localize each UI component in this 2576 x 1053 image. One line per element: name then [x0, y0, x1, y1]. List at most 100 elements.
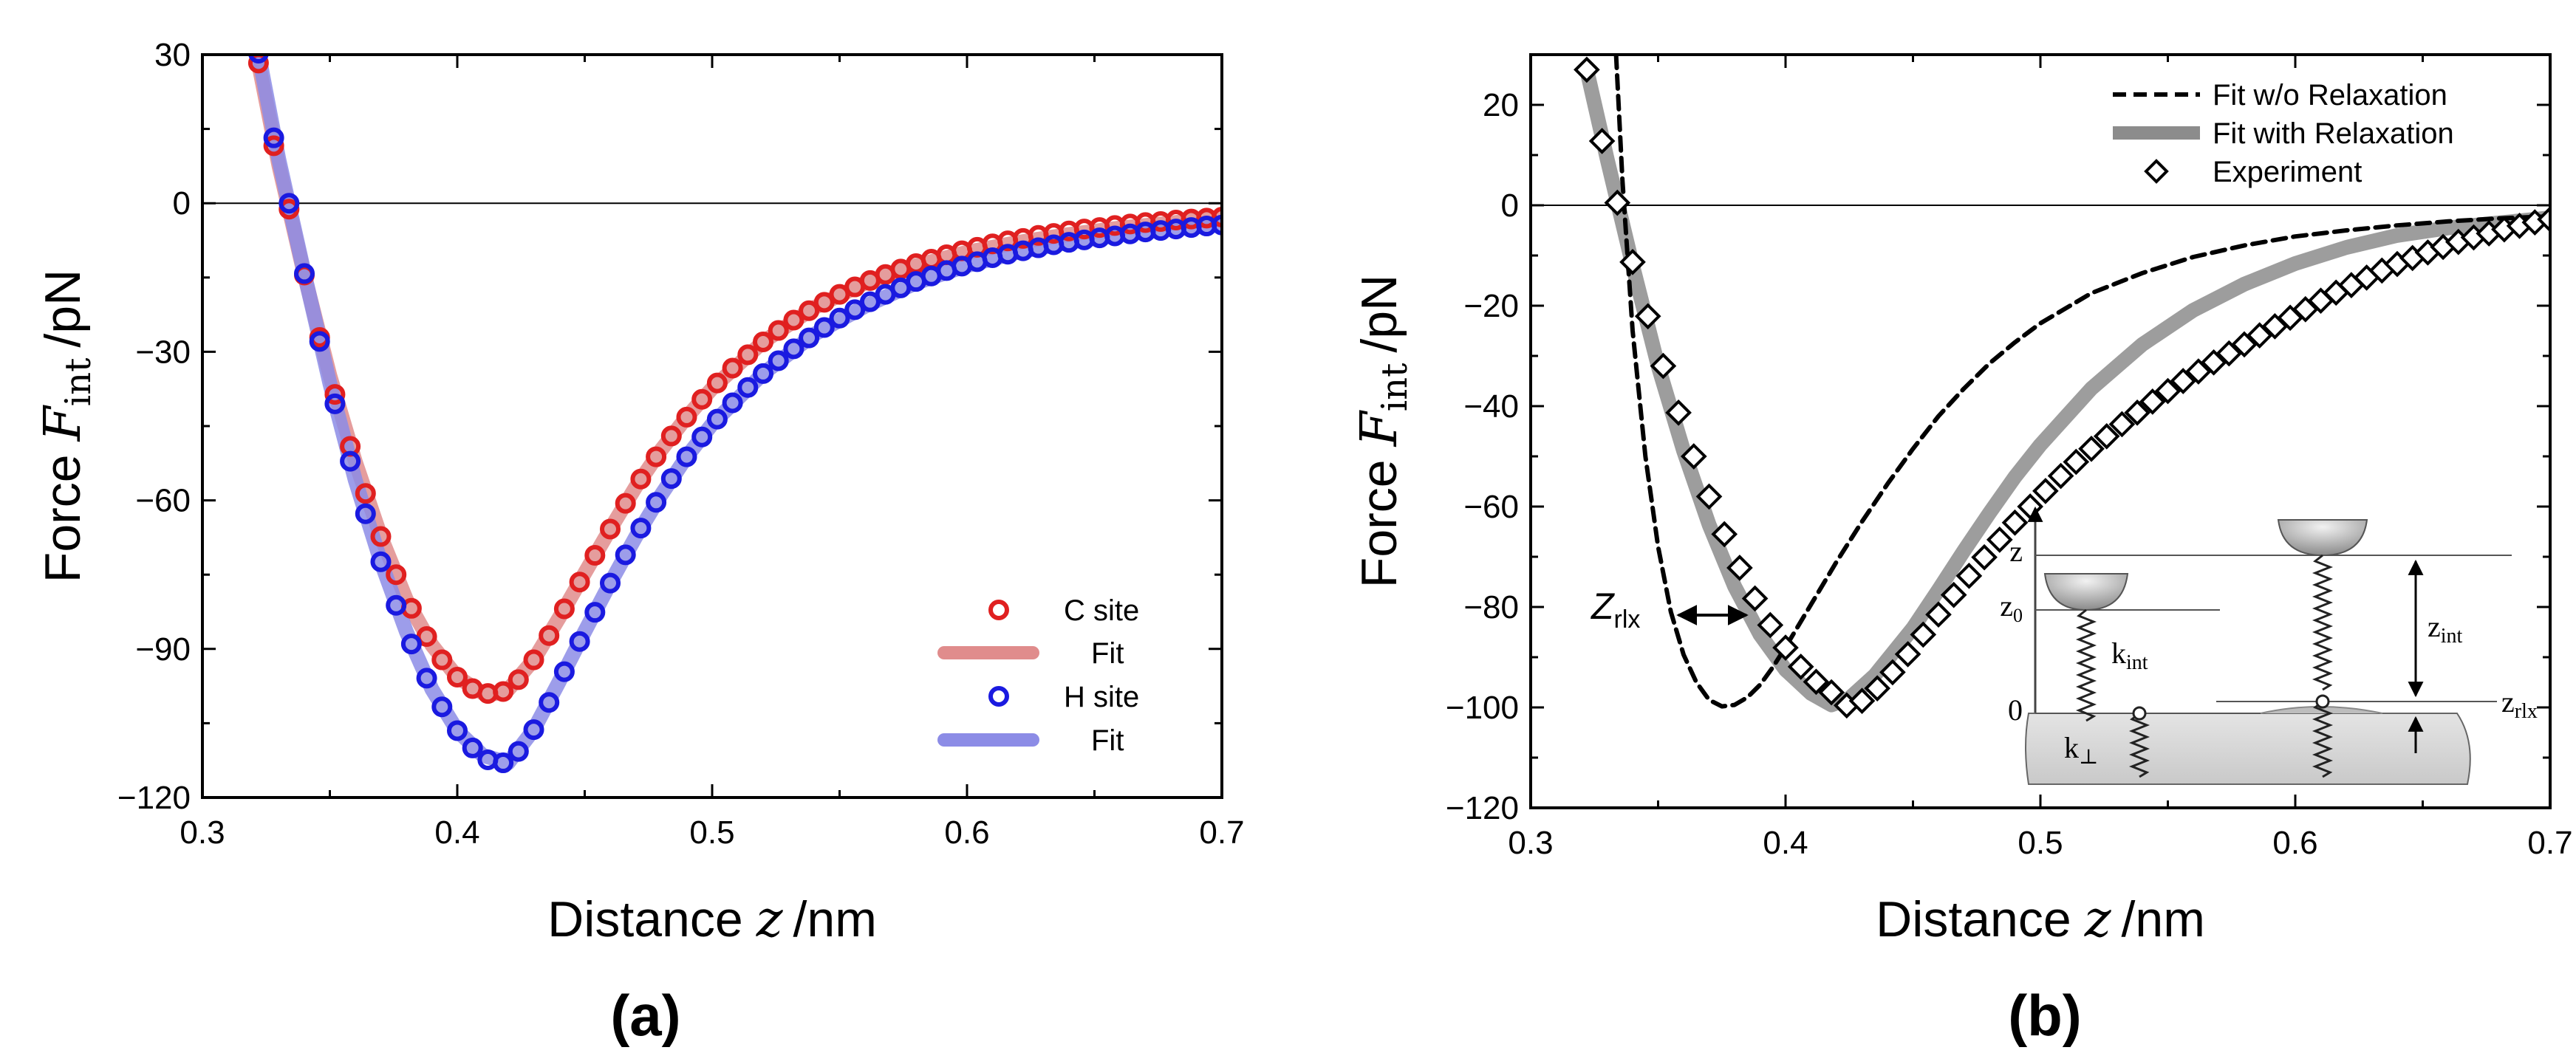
point-experiment — [2017, 493, 2044, 520]
legend-experiment-marker — [2144, 159, 2169, 184]
y-tick-label: −120 — [117, 780, 191, 816]
point-experiment — [1818, 679, 1845, 706]
point-h-site — [493, 752, 514, 774]
y-tick-label: −60 — [1463, 489, 1519, 525]
legend-c-site-label: C site — [1064, 594, 1139, 627]
point-c-site — [508, 669, 529, 690]
point-c-site — [799, 300, 820, 321]
point-h-site — [676, 446, 697, 467]
point-h-site — [279, 193, 300, 214]
point-c-site — [660, 425, 682, 447]
point-h-site — [294, 263, 315, 284]
point-c-site — [646, 446, 667, 467]
point-h-site — [844, 299, 866, 320]
point-experiment — [2139, 388, 2166, 415]
y-tick-label: 0 — [173, 185, 191, 222]
point-experiment — [1971, 543, 1998, 571]
point-experiment — [1619, 249, 1646, 275]
point-h-site — [370, 551, 392, 572]
panel-a-plot-area — [202, 55, 1222, 774]
inset-spring-k-perp-right — [2312, 700, 2334, 778]
legend-h-site-marker — [988, 686, 1009, 707]
x-tick-label: 0.7 — [1199, 814, 1244, 851]
point-experiment — [1757, 611, 1784, 639]
y-tick-label: 20 — [1483, 87, 1519, 123]
point-experiment — [2124, 399, 2150, 426]
x-tick-label: 0.3 — [1508, 825, 1553, 861]
point-experiment — [1695, 483, 1723, 510]
point-c-site — [630, 468, 652, 490]
point-experiment — [1864, 675, 1891, 702]
point-c-site — [523, 649, 544, 670]
point-experiment — [1680, 443, 1707, 470]
y-tick-label: −100 — [1446, 690, 1519, 726]
legend-fit-c-label: Fit — [1091, 637, 1124, 670]
point-experiment — [1726, 555, 1753, 581]
x-tick-label: 0.5 — [689, 814, 734, 851]
panel-a-y-axis-label: ForceFint/pN — [34, 270, 99, 583]
point-h-site — [753, 363, 773, 384]
inset-tip-left — [2043, 573, 2129, 611]
panel-b: 0.3 0.4 0.5 0.6 0.7 20 0 −20 −40 −60 −80 −100 −120 D… — [1350, 53, 2573, 1048]
y-tick-label: −120 — [1446, 790, 1519, 826]
panel-b-label: (b) — [2008, 983, 2082, 1048]
point-c-site — [355, 483, 376, 504]
point-experiment — [1803, 668, 1830, 696]
point-c-site — [539, 625, 560, 646]
point-h-site — [263, 127, 284, 148]
point-c-site — [1212, 206, 1222, 227]
inset-surface — [2025, 713, 2471, 785]
point-experiment — [1665, 399, 1692, 426]
point-h-site — [324, 393, 346, 414]
point-experiment — [1894, 641, 1921, 668]
point-experiment — [2170, 368, 2197, 394]
point-c-site — [584, 545, 606, 566]
inset-label-z-rlx: zrlx — [2501, 685, 2538, 723]
z-rlx-label: Zrlx — [1591, 586, 1640, 634]
point-h-site — [400, 634, 422, 655]
point-c-site — [737, 344, 759, 366]
point-c-site — [370, 526, 392, 547]
legend-no-relax-label: Fit w/o Relaxation — [2213, 79, 2447, 112]
point-experiment — [1711, 521, 1738, 548]
point-experiment — [1787, 654, 1814, 680]
legend-relax-label: Fit with Relaxation — [2213, 117, 2454, 150]
point-h-site — [813, 317, 835, 338]
point-c-site — [600, 518, 621, 540]
point-h-site — [706, 408, 728, 430]
x-tick-label: 0.5 — [2018, 825, 2063, 861]
point-experiment — [1574, 56, 1600, 83]
point-h-site — [355, 503, 376, 524]
point-h-site — [615, 544, 636, 566]
point-c-site — [569, 572, 590, 593]
point-h-site — [386, 594, 407, 616]
panel-b-y-axis-label: ForceFint/pN — [1350, 275, 1415, 588]
point-experiment — [2537, 206, 2550, 233]
point-experiment — [1741, 585, 1769, 612]
point-c-site — [553, 598, 575, 620]
point-c-site — [676, 406, 697, 428]
point-h-site — [539, 692, 560, 713]
y-tick-label: −60 — [135, 483, 191, 519]
y-tick-label: −40 — [1463, 388, 1519, 425]
inset-label-z0: z0 — [2000, 589, 2023, 626]
point-h-site — [630, 518, 652, 539]
inset-label-k-int: kint — [2111, 637, 2148, 674]
x-tick-label: 0.4 — [434, 814, 479, 851]
point-experiment — [2078, 435, 2105, 462]
point-experiment — [1650, 352, 1677, 380]
point-experiment — [1879, 659, 1906, 686]
panel-a-x-axis-label: Distance z/nm — [547, 891, 877, 949]
point-experiment — [2200, 349, 2227, 376]
point-experiment — [2154, 377, 2182, 405]
legend-h-site-label: H site — [1064, 681, 1139, 713]
point-c-site — [768, 320, 789, 341]
z-rlx-annotation: Zrlx — [1591, 586, 1749, 634]
inset-label-z-int: zint — [2428, 610, 2463, 648]
point-c-site — [447, 667, 468, 688]
panel-b-plot-area — [1531, 55, 2550, 719]
point-experiment — [2108, 411, 2136, 438]
point-h-site — [584, 602, 606, 623]
point-h-site — [340, 450, 361, 472]
y-tick-label: −30 — [135, 334, 191, 370]
